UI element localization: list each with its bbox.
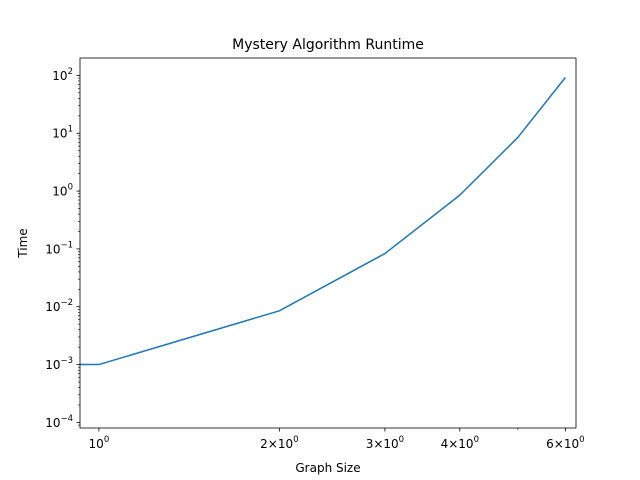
- plot-frame: [79, 57, 577, 429]
- x-tick-label: 100: [89, 435, 110, 451]
- y-axis-label: Time: [16, 228, 30, 258]
- y-tick-label: 10−2: [45, 298, 73, 314]
- x-tick-label: 6×100: [546, 435, 584, 451]
- x-tick-label: 3×100: [366, 435, 404, 451]
- series-layer: [80, 77, 566, 366]
- x-tick-label: 2×100: [260, 435, 298, 451]
- y-tick-label: 102: [52, 67, 73, 83]
- y-tick-label: 10−3: [45, 356, 73, 372]
- series-line: [80, 77, 566, 366]
- chart-title: Mystery Algorithm Runtime: [232, 37, 424, 53]
- y-tick-label: 100: [52, 183, 73, 199]
- y-tick-label: 10−1: [45, 240, 73, 256]
- tick-labels: 10−4 10−3 10−2 10−1 100 101 102 100 2×100 3×100 4×…: [45, 67, 584, 451]
- major-ticks: [76, 75, 566, 432]
- x-tick-label: 4×100: [441, 435, 479, 451]
- x-axis-label: Graph Size: [295, 461, 360, 475]
- y-tick-label: 10−4: [45, 414, 73, 430]
- y-tick-label: 101: [52, 125, 73, 141]
